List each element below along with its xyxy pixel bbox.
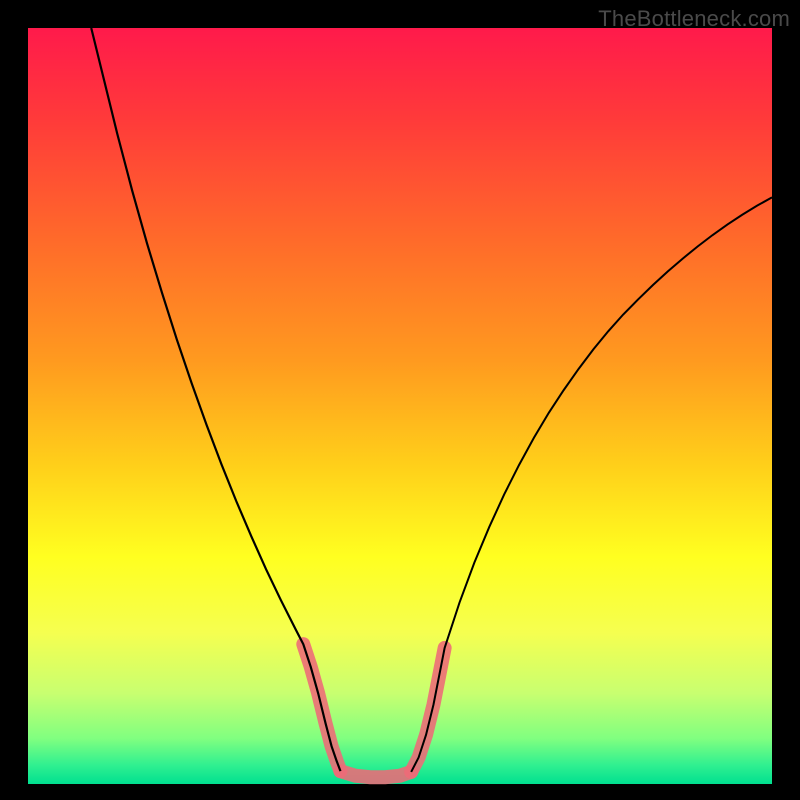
pink-band-bottom: [340, 771, 411, 777]
bottleneck-curve-chart: [0, 0, 800, 800]
heat-gradient-background: [28, 28, 772, 784]
watermark-text: TheBottleneck.com: [598, 6, 790, 32]
chart-stage: TheBottleneck.com: [0, 0, 800, 800]
